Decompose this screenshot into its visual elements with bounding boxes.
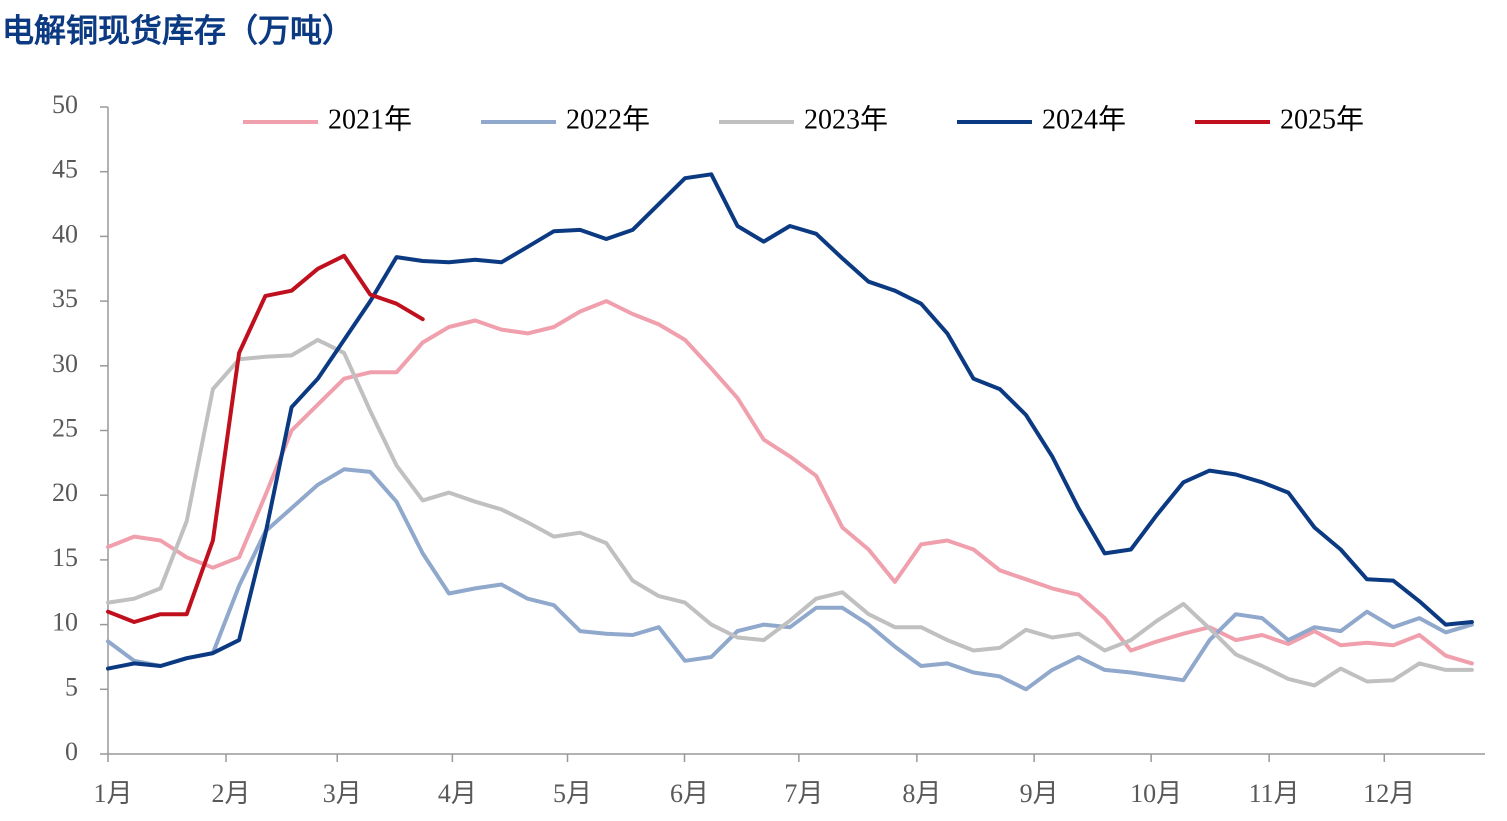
series-line xyxy=(106,337,1474,688)
y-tick-label: 35 xyxy=(52,284,78,313)
x-tick-label: 9月 xyxy=(1020,779,1059,808)
y-tick-label: 10 xyxy=(52,608,78,637)
series-line xyxy=(106,253,425,624)
x-tick-label: 4月 xyxy=(438,779,477,808)
legend-label: 2022年 xyxy=(566,103,650,135)
y-tick-label: 0 xyxy=(65,737,78,766)
x-tick-label: 5月 xyxy=(553,779,592,808)
x-tick-label: 3月 xyxy=(323,779,362,808)
series-line xyxy=(106,299,1474,666)
series-line xyxy=(106,172,1474,671)
chart-title: 电解铜现货库存（万吨） xyxy=(2,12,354,48)
y-tick-label: 5 xyxy=(65,672,78,701)
x-tick-label: 10月 xyxy=(1130,779,1182,808)
x-tick-label: 1月 xyxy=(93,779,132,808)
legend-label: 2023年 xyxy=(804,103,888,135)
y-tick-label: 30 xyxy=(52,349,78,378)
x-tick-label: 2月 xyxy=(212,779,251,808)
y-tick-label: 25 xyxy=(52,413,78,442)
x-tick-label: 8月 xyxy=(902,779,941,808)
legend-label: 2025年 xyxy=(1280,103,1364,135)
series-line xyxy=(106,467,1474,692)
y-tick-label: 20 xyxy=(52,478,78,507)
y-tick-label: 40 xyxy=(52,219,78,248)
x-tick-label: 7月 xyxy=(784,779,823,808)
y-tick-label: 15 xyxy=(52,543,78,572)
legend-label: 2021年 xyxy=(328,103,412,135)
x-tick-label: 11月 xyxy=(1249,779,1300,808)
y-tick-label: 50 xyxy=(52,90,78,119)
x-tick-label: 6月 xyxy=(670,779,709,808)
x-tick-label: 12月 xyxy=(1363,779,1415,808)
legend-label: 2024年 xyxy=(1042,103,1126,135)
y-tick-label: 45 xyxy=(52,155,78,184)
